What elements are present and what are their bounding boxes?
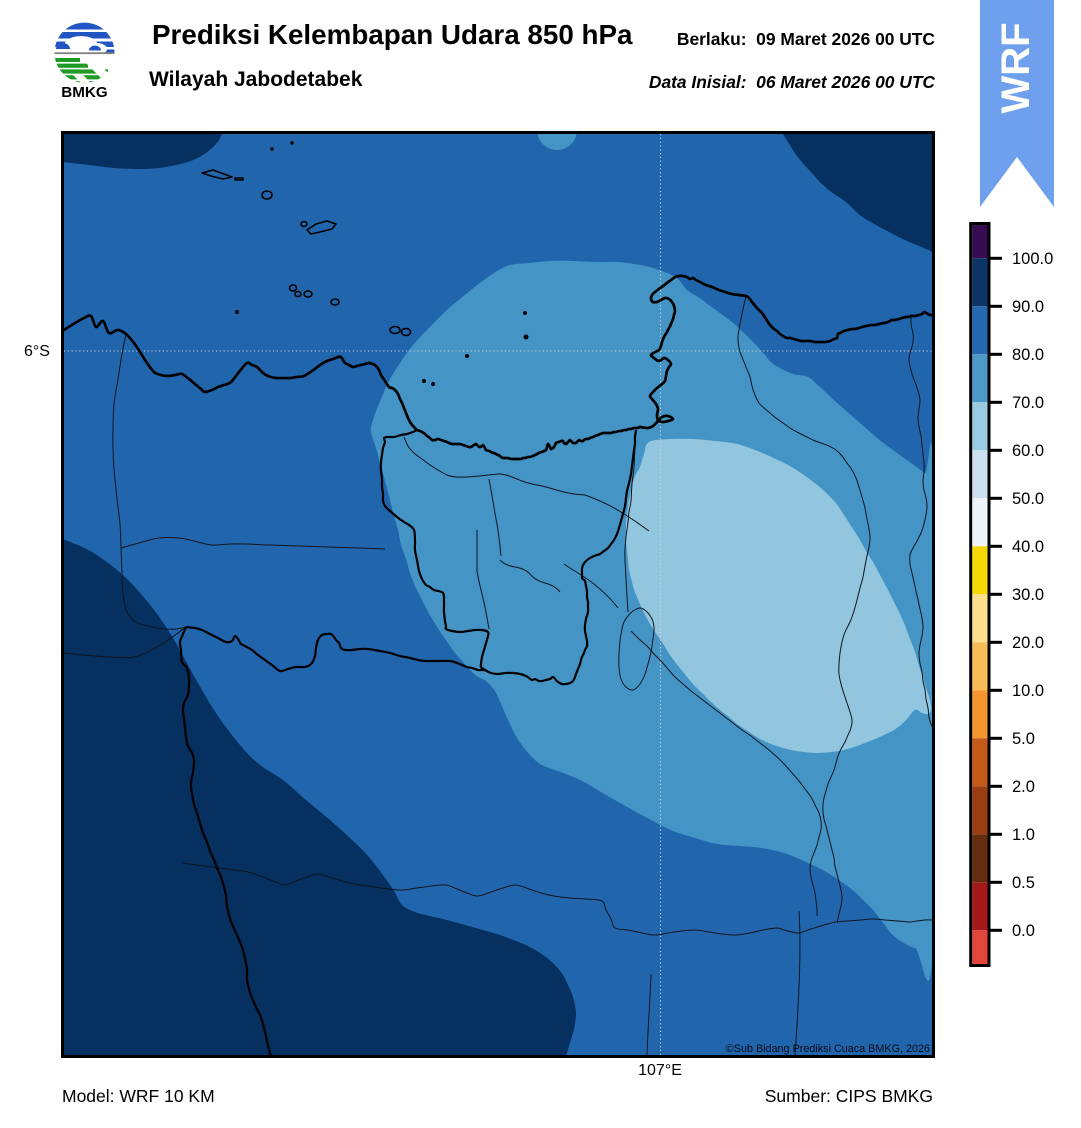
svg-text:80.0: 80.0 xyxy=(1012,346,1044,364)
svg-text:70.0: 70.0 xyxy=(1012,394,1044,412)
svg-text:90.0: 90.0 xyxy=(1012,298,1044,316)
svg-text:60.0: 60.0 xyxy=(1012,442,1044,460)
svg-text:30.0: 30.0 xyxy=(1012,586,1044,604)
svg-text:100.0: 100.0 xyxy=(1012,250,1053,268)
svg-text:BMKG: BMKG xyxy=(61,84,107,101)
svg-text:2.0: 2.0 xyxy=(1012,778,1035,796)
svg-text:40.0: 40.0 xyxy=(1012,538,1044,556)
svg-text:50.0: 50.0 xyxy=(1012,490,1044,508)
svg-text:10.0: 10.0 xyxy=(1012,682,1044,700)
svg-text:1.0: 1.0 xyxy=(1012,826,1035,844)
svg-text:©Sub Bidang Prediksi Cuaca BMK: ©Sub Bidang Prediksi Cuaca BMKG, 2026 xyxy=(726,1043,930,1055)
svg-text:0.0: 0.0 xyxy=(1012,922,1035,940)
svg-text:20.0: 20.0 xyxy=(1012,634,1044,652)
svg-text:5.0: 5.0 xyxy=(1012,730,1035,748)
svg-text:0.5: 0.5 xyxy=(1012,874,1035,892)
svg-text:WRF: WRF xyxy=(994,22,1038,113)
